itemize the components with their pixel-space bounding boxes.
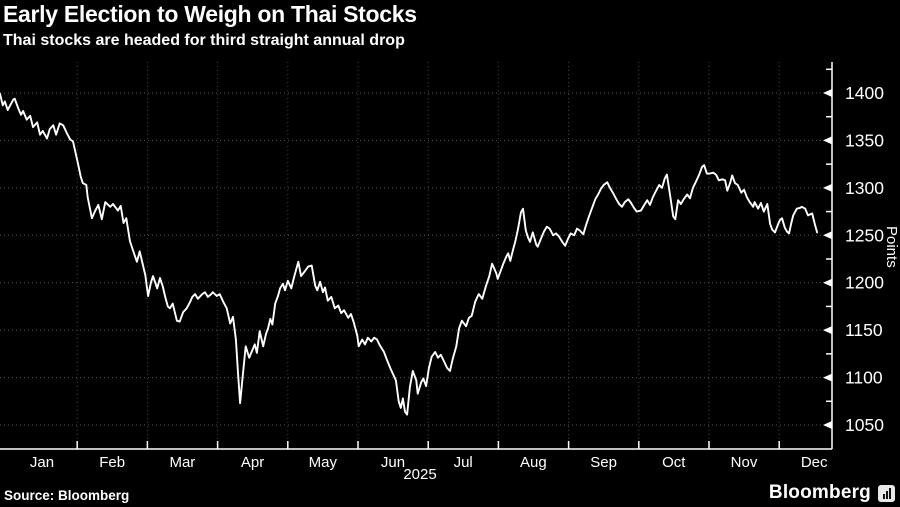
price-line — [0, 92, 819, 416]
x-tick-label: Mar — [169, 454, 195, 471]
x-tick-label: Dec — [801, 454, 828, 471]
chart-subtitle: Thai stocks are headed for third straigh… — [3, 32, 405, 49]
x-tick-label: Jan — [30, 454, 54, 471]
y-tick-label: 1200 — [845, 273, 884, 293]
source-attribution: Source: Bloomberg — [4, 488, 130, 503]
y-tick-label: 1150 — [845, 320, 883, 340]
y-major-tick — [823, 326, 832, 335]
y-major-tick — [823, 183, 832, 192]
x-tick-label: Sep — [590, 454, 617, 471]
bloomberg-logo-text: Bloomberg — [768, 482, 871, 503]
bloomberg-logo: Bloomberg — [769, 482, 895, 504]
y-tick-label: 1400 — [845, 83, 884, 103]
y-major-tick — [823, 278, 832, 287]
y-axis-title: Points — [883, 226, 900, 268]
bloomberg-bars-icon — [878, 484, 895, 502]
y-major-tick — [823, 373, 832, 382]
x-tick-label: Feb — [99, 454, 125, 471]
y-tick-label: 1300 — [845, 178, 884, 198]
x-tick-label: Apr — [241, 454, 264, 471]
y-tick-label: 1050 — [845, 415, 884, 435]
y-major-tick — [823, 231, 832, 240]
x-axis-year-label: 2025 — [403, 466, 437, 483]
y-tick-label: 1100 — [845, 368, 883, 388]
x-tick-label: May — [309, 454, 338, 471]
y-major-tick — [823, 136, 832, 145]
x-tick-label: Oct — [662, 454, 686, 471]
x-tick-label: Jun — [381, 454, 405, 471]
x-tick-label: Aug — [520, 454, 547, 471]
x-tick-label: Nov — [731, 454, 758, 471]
x-tick-label: Jul — [454, 454, 473, 471]
y-tick-label: 1350 — [845, 130, 884, 150]
y-major-tick — [823, 420, 832, 429]
chart-title: Early Election to Weigh on Thai Stocks — [3, 1, 417, 27]
y-major-tick — [823, 89, 832, 97]
y-tick-label: 1250 — [845, 225, 884, 245]
